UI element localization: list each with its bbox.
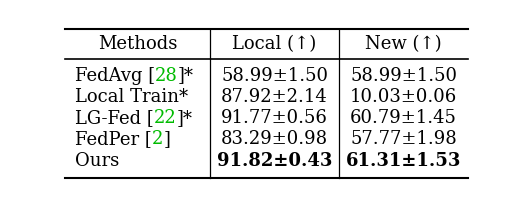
Text: Local (↑): Local (↑) xyxy=(232,35,317,53)
Text: 22: 22 xyxy=(154,109,177,127)
Text: New (↑): New (↑) xyxy=(365,35,442,53)
Text: FedPer [: FedPer [ xyxy=(75,130,152,148)
Text: 2: 2 xyxy=(152,130,163,148)
Text: ]: ] xyxy=(163,130,170,148)
Text: ]*: ]* xyxy=(178,67,194,84)
Text: 61.31±1.53: 61.31±1.53 xyxy=(346,152,461,170)
Text: Ours: Ours xyxy=(75,152,119,170)
Text: 58.99±1.50: 58.99±1.50 xyxy=(350,67,457,84)
Text: 87.92±2.14: 87.92±2.14 xyxy=(221,88,328,106)
Text: 60.79±1.45: 60.79±1.45 xyxy=(350,109,457,127)
Text: 91.82±0.43: 91.82±0.43 xyxy=(217,152,332,170)
Text: 91.77±0.56: 91.77±0.56 xyxy=(221,109,328,127)
Text: LG-Fed [: LG-Fed [ xyxy=(75,109,154,127)
Text: FedAvg [: FedAvg [ xyxy=(75,67,155,84)
Text: 58.99±1.50: 58.99±1.50 xyxy=(221,67,328,84)
Text: ]*: ]* xyxy=(177,109,192,127)
Text: 83.29±0.98: 83.29±0.98 xyxy=(221,130,328,148)
Text: 28: 28 xyxy=(155,67,178,84)
Text: Methods: Methods xyxy=(98,35,177,53)
Text: 57.77±1.98: 57.77±1.98 xyxy=(350,130,457,148)
Text: 10.03±0.06: 10.03±0.06 xyxy=(350,88,457,106)
Text: Local Train*: Local Train* xyxy=(75,88,188,106)
